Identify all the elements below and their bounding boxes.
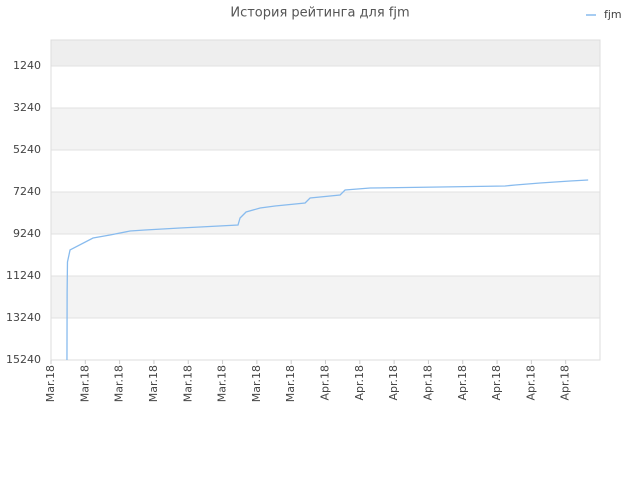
x-tick-label: Mar.18 (181, 365, 194, 402)
chart-title: История рейтинга для fjm (230, 6, 409, 21)
grid-band (51, 276, 600, 319)
x-tick-label: Apr.18 (490, 365, 503, 401)
x-tick-label: Apr.18 (559, 365, 572, 401)
x-tick-label: Apr.18 (456, 365, 469, 401)
grid-band (51, 40, 600, 67)
x-tick-label: Mar.18 (147, 365, 160, 402)
x-tick-label: Apr.18 (319, 365, 332, 401)
y-tick-label: 9240 (13, 227, 41, 240)
x-tick-label: Mar.18 (284, 365, 297, 402)
grid-band (51, 66, 600, 109)
y-tick-label: 11240 (6, 269, 41, 282)
x-tick-label: Apr.18 (387, 365, 400, 401)
grid-band (51, 318, 600, 360)
x-tick-label: Mar.18 (250, 365, 263, 402)
grid-band (51, 150, 600, 193)
line (66, 179, 589, 361)
grid-band (51, 234, 600, 277)
legend-label: fjm (604, 8, 622, 21)
y-tick-label: 13240 (6, 311, 41, 324)
x-tick-label: Apr.18 (421, 365, 434, 401)
y-tick-label: 3240 (13, 101, 41, 114)
grid-band (51, 192, 600, 235)
x-tick-label: Mar.18 (78, 365, 91, 402)
y-tick-label: 7240 (13, 185, 41, 198)
x-tick-label: Mar.18 (216, 365, 229, 402)
grid-band (51, 108, 600, 151)
y-tick-label: 15240 (6, 353, 41, 366)
x-tick-label: Mar.18 (113, 365, 126, 402)
y-tick-label: 1240 (13, 59, 41, 72)
x-tick-label: Apr.18 (524, 365, 537, 401)
x-tick-label: Apr.18 (353, 365, 366, 401)
y-tick-label: 5240 (13, 143, 41, 156)
x-tick-label: Mar.18 (44, 365, 57, 402)
